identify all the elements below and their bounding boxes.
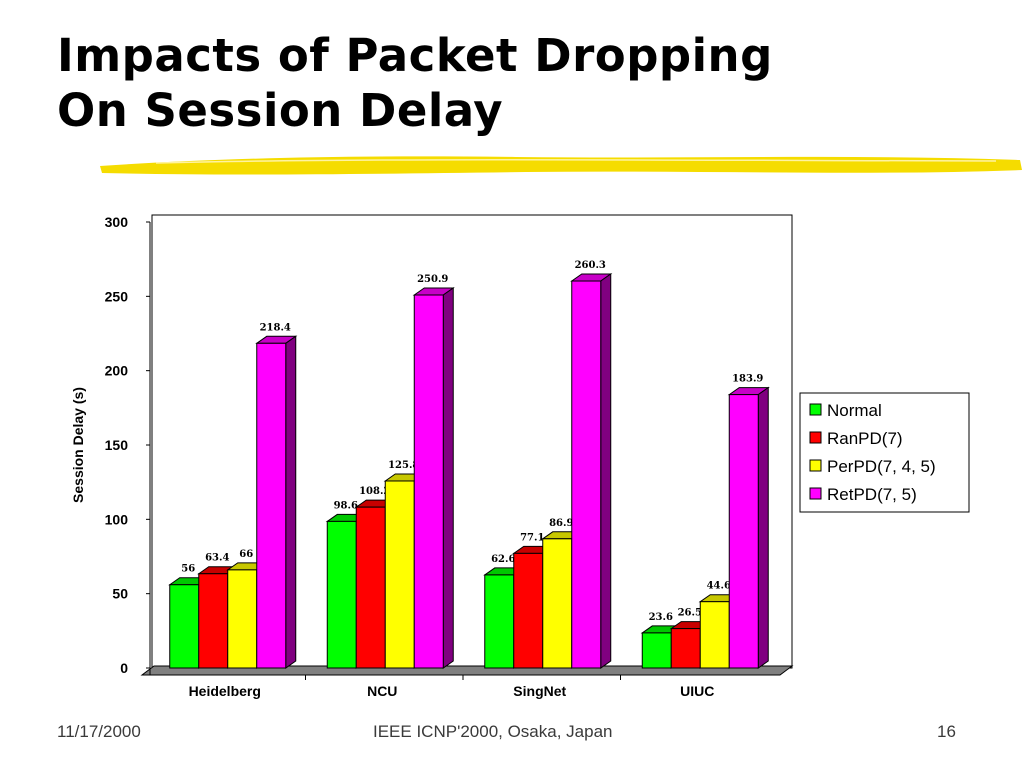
bar [227,569,258,669]
legend-label: RanPD(7) [827,429,903,448]
bar [326,520,357,669]
bar-data-label: 86.9 [549,518,573,529]
bar [484,574,515,669]
x-category-label: SingNet [513,683,566,699]
legend-label: PerPD(7, 4, 5) [827,457,936,476]
bar [413,294,444,669]
chart-plot-group: 0 50 100 150 200 250 300 Heidelberg 56 63.4 66 218.… [105,214,970,699]
bar-data-label: 108.2 [359,486,390,497]
bar [728,394,759,669]
bar-data-label: 125.8 [388,460,419,471]
footer-page-number: 16 [937,722,956,741]
y-tick-label: 100 [105,511,129,527]
y-axis-title: Session Delay (s) [70,387,86,503]
bar-data-label: 77.1 [520,532,544,543]
bar-data-label: 98.6 [334,500,358,511]
highlighter-stroke [100,156,1022,175]
slide-title-line-1: Impacts of Packet Dropping [57,29,773,82]
bar [542,538,573,669]
bar-data-label: 63.4 [205,553,229,564]
x-category-label: UIUC [680,683,714,699]
bar-data-label: 218.4 [260,322,291,333]
bar [670,628,701,669]
footer-conference: IEEE ICNP'2000, Osaka, Japan [373,722,613,741]
bar-data-label: 62.6 [491,554,515,565]
legend-label: Normal [827,401,882,420]
y-tick-label: 150 [105,437,129,453]
slide-title-line-2: On Session Delay [57,84,504,137]
bar [198,573,229,669]
bar [384,480,415,669]
y-tick-label: 200 [105,363,129,379]
x-category-label: NCU [367,683,397,699]
legend-box [799,392,970,513]
bar-side-face [442,287,454,669]
bar-data-label: 56 [181,564,195,575]
slide-title: Impacts of Packet Dropping On Session De… [57,28,773,138]
bar [699,601,730,669]
bar [169,584,200,669]
bar-side-face [757,386,769,669]
legend-swatch [809,403,822,416]
bar-data-label: 260.3 [575,260,606,271]
legend-swatch [809,459,822,472]
bar-data-label: 250.9 [417,274,448,285]
highlighter-stroke-streak [155,159,997,164]
legend-swatch [809,431,822,444]
x-category-label: Heidelberg [189,683,261,699]
footer-date: 11/17/2000 [57,722,141,741]
bar-side-face [285,335,297,669]
legend-swatch [809,487,822,500]
y-tick-label: 50 [112,586,128,602]
bar [641,632,672,669]
bar [355,506,386,669]
bar [571,280,602,669]
bar-data-label: 44.6 [707,581,731,592]
bar [256,342,287,669]
bar-data-label: 183.9 [732,374,763,385]
y-tick-label: 250 [105,288,129,304]
bar-side-face [600,273,612,669]
y-tick-label: 300 [105,214,129,230]
bar-data-label: 66 [239,549,253,560]
bar-data-label: 23.6 [649,612,673,623]
bar [513,552,544,669]
bar-data-label: 26.5 [678,608,702,619]
y-tick-label: 0 [120,660,128,676]
legend-label: RetPD(7, 5) [827,485,917,504]
